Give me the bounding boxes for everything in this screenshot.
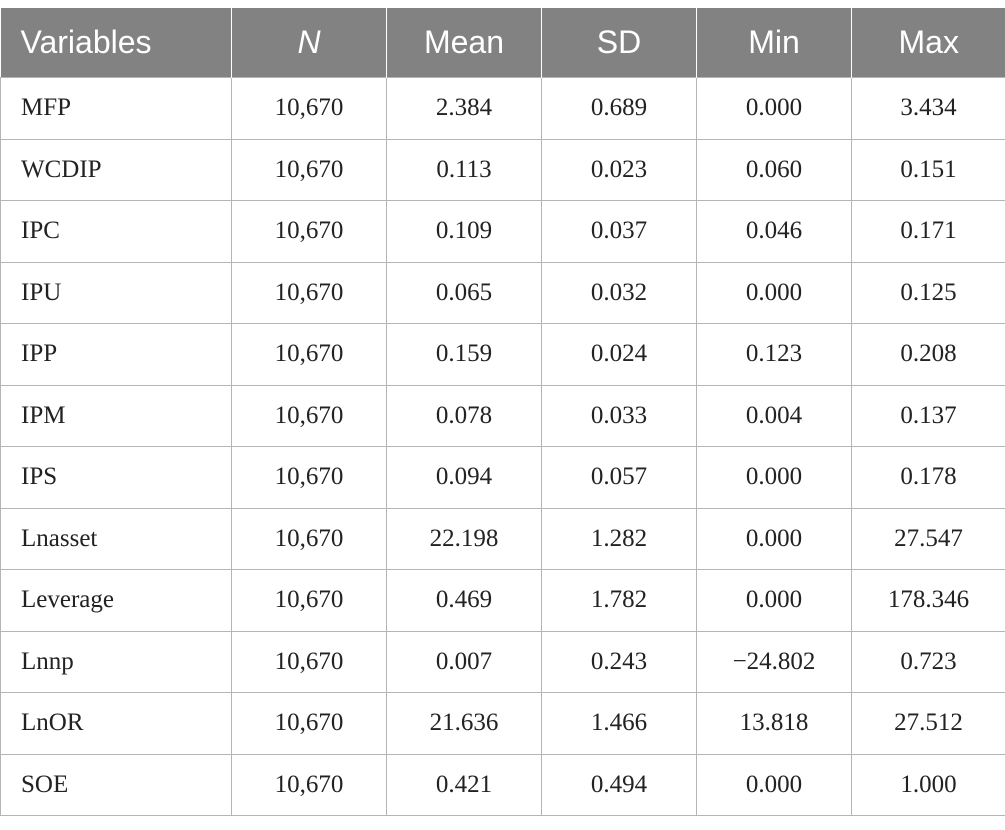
min-cell: 13.818	[696, 692, 852, 755]
header-n: N	[231, 8, 387, 78]
min-cell: 0.000	[696, 753, 852, 816]
sd-cell: 0.033	[541, 384, 697, 447]
sd-cell: 1.782	[541, 569, 697, 632]
variable-cell: IPU	[0, 261, 232, 324]
sd-cell: 1.282	[541, 507, 697, 570]
sd-cell: 0.023	[541, 138, 697, 201]
variable-cell: LnOR	[0, 692, 232, 755]
n-cell: 10,670	[231, 261, 387, 324]
sd-cell: 0.037	[541, 200, 697, 263]
sd-cell: 1.466	[541, 692, 697, 755]
sd-cell: 0.689	[541, 77, 697, 140]
table-row: LnOR 10,670 21.636 1.466 13.818 27.512	[0, 692, 1005, 755]
variable-cell: WCDIP	[0, 138, 232, 201]
min-cell: −24.802	[696, 630, 852, 693]
n-cell: 10,670	[231, 323, 387, 386]
table-row: IPM 10,670 0.078 0.033 0.004 0.137	[0, 384, 1005, 447]
max-cell: 27.547	[851, 507, 1005, 570]
min-cell: 0.000	[696, 446, 852, 509]
sd-cell: 0.494	[541, 753, 697, 816]
max-cell: 0.171	[851, 200, 1005, 263]
sd-cell: 0.032	[541, 261, 697, 324]
max-cell: 0.151	[851, 138, 1005, 201]
header-min: Min	[696, 8, 852, 78]
table-row: Lnnp 10,670 0.007 0.243 −24.802 0.723	[0, 630, 1005, 693]
min-cell: 0.060	[696, 138, 852, 201]
table-row: IPU 10,670 0.065 0.032 0.000 0.125	[0, 261, 1005, 324]
mean-cell: 0.094	[386, 446, 542, 509]
descriptive-statistics-table: Variables N Mean SD Min Max MFP 10,670 2.3…	[0, 8, 1005, 816]
mean-cell: 0.065	[386, 261, 542, 324]
header-row: Variables N Mean SD Min Max	[0, 8, 1005, 78]
n-cell: 10,670	[231, 77, 387, 140]
max-cell: 0.723	[851, 630, 1005, 693]
table-row: IPP 10,670 0.159 0.024 0.123 0.208	[0, 323, 1005, 386]
variable-cell: IPC	[0, 200, 232, 263]
table-row: MFP 10,670 2.384 0.689 0.000 3.434	[0, 77, 1005, 140]
mean-cell: 0.007	[386, 630, 542, 693]
min-cell: 0.004	[696, 384, 852, 447]
variable-cell: MFP	[0, 77, 232, 140]
min-cell: 0.000	[696, 77, 852, 140]
n-cell: 10,670	[231, 569, 387, 632]
n-cell: 10,670	[231, 753, 387, 816]
max-cell: 0.178	[851, 446, 1005, 509]
min-cell: 0.046	[696, 200, 852, 263]
min-cell: 0.000	[696, 569, 852, 632]
mean-cell: 0.159	[386, 323, 542, 386]
mean-cell: 2.384	[386, 77, 542, 140]
max-cell: 0.208	[851, 323, 1005, 386]
mean-cell: 22.198	[386, 507, 542, 570]
max-cell: 0.137	[851, 384, 1005, 447]
n-cell: 10,670	[231, 507, 387, 570]
min-cell: 0.123	[696, 323, 852, 386]
max-cell: 1.000	[851, 753, 1005, 816]
max-cell: 27.512	[851, 692, 1005, 755]
mean-cell: 0.113	[386, 138, 542, 201]
sd-cell: 0.057	[541, 446, 697, 509]
header-max: Max	[851, 8, 1005, 78]
table-row: Lnasset 10,670 22.198 1.282 0.000 27.547	[0, 507, 1005, 570]
n-cell: 10,670	[231, 446, 387, 509]
max-cell: 0.125	[851, 261, 1005, 324]
table-row: SOE 10,670 0.421 0.494 0.000 1.000	[0, 753, 1005, 816]
mean-cell: 21.636	[386, 692, 542, 755]
min-cell: 0.000	[696, 507, 852, 570]
mean-cell: 0.078	[386, 384, 542, 447]
n-cell: 10,670	[231, 692, 387, 755]
n-cell: 10,670	[231, 384, 387, 447]
table-row: IPS 10,670 0.094 0.057 0.000 0.178	[0, 446, 1005, 509]
min-cell: 0.000	[696, 261, 852, 324]
max-cell: 3.434	[851, 77, 1005, 140]
n-cell: 10,670	[231, 200, 387, 263]
header-sd: SD	[541, 8, 697, 78]
variable-cell: Lnasset	[0, 507, 232, 570]
table-row: WCDIP 10,670 0.113 0.023 0.060 0.151	[0, 138, 1005, 201]
variable-cell: SOE	[0, 753, 232, 816]
table-row: IPC 10,670 0.109 0.037 0.046 0.171	[0, 200, 1005, 263]
mean-cell: 0.469	[386, 569, 542, 632]
variable-cell: IPS	[0, 446, 232, 509]
n-cell: 10,670	[231, 630, 387, 693]
table-body: MFP 10,670 2.384 0.689 0.000 3.434 WCDIP 10,670…	[0, 77, 1005, 816]
sd-cell: 0.243	[541, 630, 697, 693]
sd-cell: 0.024	[541, 323, 697, 386]
mean-cell: 0.109	[386, 200, 542, 263]
header-mean: Mean	[386, 8, 542, 78]
variable-cell: IPM	[0, 384, 232, 447]
table-row: Leverage 10,670 0.469 1.782 0.000 178.346	[0, 569, 1005, 632]
variable-cell: IPP	[0, 323, 232, 386]
variable-cell: Leverage	[0, 569, 232, 632]
mean-cell: 0.421	[386, 753, 542, 816]
max-cell: 178.346	[851, 569, 1005, 632]
header-variables: Variables	[0, 8, 232, 78]
statistics-table-container: Variables N Mean SD Min Max MFP 10,670 2.3…	[0, 8, 1005, 816]
variable-cell: Lnnp	[0, 630, 232, 693]
n-cell: 10,670	[231, 138, 387, 201]
